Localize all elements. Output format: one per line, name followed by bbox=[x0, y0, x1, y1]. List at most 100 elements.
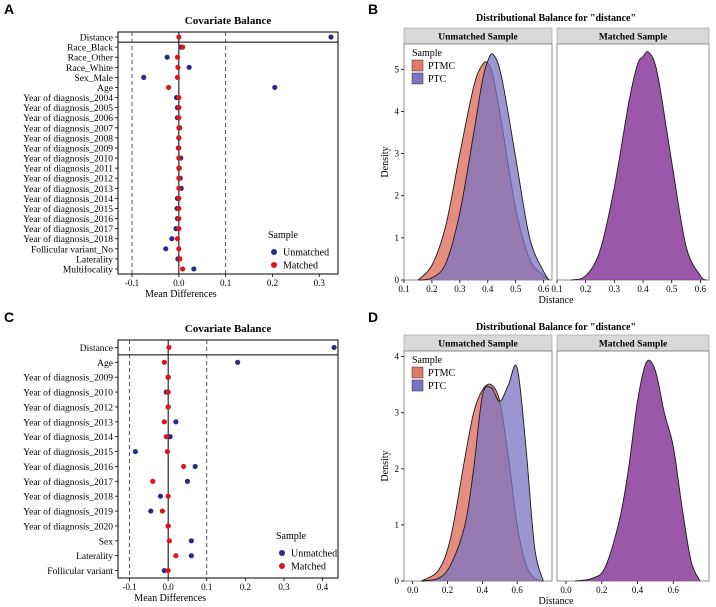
x-tick-label: 0.6 bbox=[512, 585, 524, 595]
legend-swatch-ptmc bbox=[411, 366, 424, 379]
point-matched bbox=[176, 205, 182, 212]
point-matched bbox=[181, 463, 187, 470]
point-unmatched bbox=[192, 463, 198, 470]
category-label: Age bbox=[97, 84, 113, 94]
category-label: Year of diagnosis_2009 bbox=[23, 373, 113, 384]
covariate-plot-A: Covariate BalanceDistanceRace_BlackRace_… bbox=[23, 15, 339, 300]
category-label: Year of diagnosis_2015 bbox=[23, 447, 113, 458]
density-line-ptc bbox=[421, 364, 544, 582]
x-tick-label: 0.4 bbox=[317, 582, 329, 592]
y-tick-label: 1 bbox=[395, 233, 400, 243]
legend-label-ptmc: PTMC bbox=[428, 368, 456, 379]
category-label: Year of diagnosis_2019 bbox=[23, 507, 113, 518]
x-tick-label: 0.2 bbox=[442, 585, 453, 595]
point-unmatched bbox=[272, 84, 278, 91]
category-label: Year of diagnosis_2014 bbox=[23, 194, 113, 205]
density-plot-B: Distributional Balance for "distance" Den… bbox=[380, 13, 710, 306]
point-matched bbox=[176, 175, 182, 181]
point-unmatched bbox=[167, 434, 173, 440]
point-matched bbox=[173, 553, 179, 559]
point-matched bbox=[174, 74, 181, 80]
point-matched bbox=[165, 389, 171, 395]
point-unmatched bbox=[141, 74, 147, 80]
point-matched bbox=[176, 195, 182, 201]
point-matched bbox=[165, 567, 171, 574]
x-tick-label: 0.0 bbox=[560, 585, 572, 595]
y-tick-label: 5 bbox=[395, 64, 400, 74]
point-matched bbox=[165, 84, 172, 91]
legend-label-ptmc: PTMC bbox=[428, 61, 456, 72]
x-axis-label: Mean Differences bbox=[145, 289, 217, 300]
panel-letter-d: D bbox=[368, 309, 378, 325]
x-axis-label: Mean Differences bbox=[134, 593, 206, 604]
facet-label: Unmatched Sample bbox=[438, 340, 517, 350]
category-label: Year of diagnosis_2012 bbox=[23, 402, 113, 413]
x-tick-label: 0.0 bbox=[407, 585, 419, 595]
x-tick-label: 0.1 bbox=[398, 284, 409, 294]
density-plot-D: Distributional Balance for "distance" Den… bbox=[380, 322, 710, 607]
point-unmatched bbox=[173, 419, 179, 425]
plot-title: Covariate Balance bbox=[185, 323, 272, 335]
x-tick-label: 0.2 bbox=[580, 284, 591, 294]
category-label: Year of diagnosis_2016 bbox=[23, 214, 113, 225]
y-tick-label: 1 bbox=[395, 520, 400, 530]
y-tick-label: 2 bbox=[395, 191, 400, 201]
point-matched bbox=[176, 155, 182, 161]
point-matched bbox=[174, 236, 181, 242]
category-label: Laterality bbox=[76, 552, 113, 562]
point-matched bbox=[165, 523, 171, 529]
facet-label: Matched Sample bbox=[599, 33, 667, 43]
x-tick-label: 0.2 bbox=[240, 582, 251, 592]
x-tick-label: 0.2 bbox=[596, 585, 607, 595]
legend-label-ptc: PTC bbox=[428, 381, 447, 392]
x-tick-label: -0.1 bbox=[125, 278, 139, 288]
point-unmatched bbox=[188, 553, 194, 559]
y-tick-label: 4 bbox=[395, 352, 400, 362]
legend-label-ptc: PTC bbox=[428, 74, 447, 85]
point-matched bbox=[175, 64, 181, 70]
legend-marker-unmatched bbox=[279, 550, 285, 556]
category-label: Sex bbox=[99, 537, 114, 547]
point-matched bbox=[165, 374, 171, 380]
category-label: Race_Other bbox=[68, 54, 114, 64]
legend-title: Sample bbox=[412, 355, 443, 366]
point-matched bbox=[161, 359, 167, 365]
x-tick-label: 0.4 bbox=[637, 284, 649, 294]
x-tick-label: 0.2 bbox=[426, 284, 437, 294]
density-area-ptc bbox=[421, 365, 544, 581]
point-unmatched bbox=[331, 344, 337, 351]
category-label: Multifocality bbox=[63, 264, 113, 275]
legend-label-matched: Matched bbox=[291, 562, 326, 573]
point-unmatched bbox=[184, 478, 191, 484]
plot-title: Distributional Balance for "distance" bbox=[476, 322, 636, 333]
x-tick-label: 0.3 bbox=[454, 284, 466, 294]
category-label: Year of diagnosis_2017 bbox=[23, 477, 113, 488]
x-tick-label: 0.3 bbox=[609, 284, 621, 294]
point-matched bbox=[176, 215, 182, 222]
category-label: Year of diagnosis_2018 bbox=[23, 492, 113, 503]
point-matched bbox=[176, 185, 182, 191]
facet-matched: Matched Sample 0.0 0.2 0.4 0.6 bbox=[556, 334, 710, 595]
point-unmatched bbox=[235, 359, 241, 365]
y-tick-label: 3 bbox=[395, 408, 400, 418]
legend-label-matched: Matched bbox=[283, 261, 318, 272]
legend-title: Sample bbox=[268, 230, 299, 241]
point-unmatched bbox=[191, 266, 197, 272]
x-tick-label: 0.6 bbox=[668, 585, 680, 595]
point-matched bbox=[150, 478, 156, 484]
category-label: Year of diagnosis_2016 bbox=[23, 462, 113, 473]
facet-label: Matched Sample bbox=[599, 340, 667, 350]
legend-title: Sample bbox=[412, 48, 443, 59]
y-tick-label: 0 bbox=[395, 275, 400, 285]
x-tick-label: 0.1 bbox=[551, 284, 562, 294]
point-unmatched bbox=[328, 34, 334, 40]
point-matched bbox=[163, 434, 169, 440]
y-axis-label: Density bbox=[380, 450, 391, 481]
category-label: Year of diagnosis_2017 bbox=[23, 224, 113, 235]
x-tick-label: 0.4 bbox=[482, 284, 494, 294]
category-label: Year of diagnosis_2008 bbox=[23, 133, 113, 144]
point-unmatched bbox=[164, 54, 170, 60]
point-matched bbox=[176, 145, 182, 151]
density-area-matched bbox=[571, 51, 707, 281]
